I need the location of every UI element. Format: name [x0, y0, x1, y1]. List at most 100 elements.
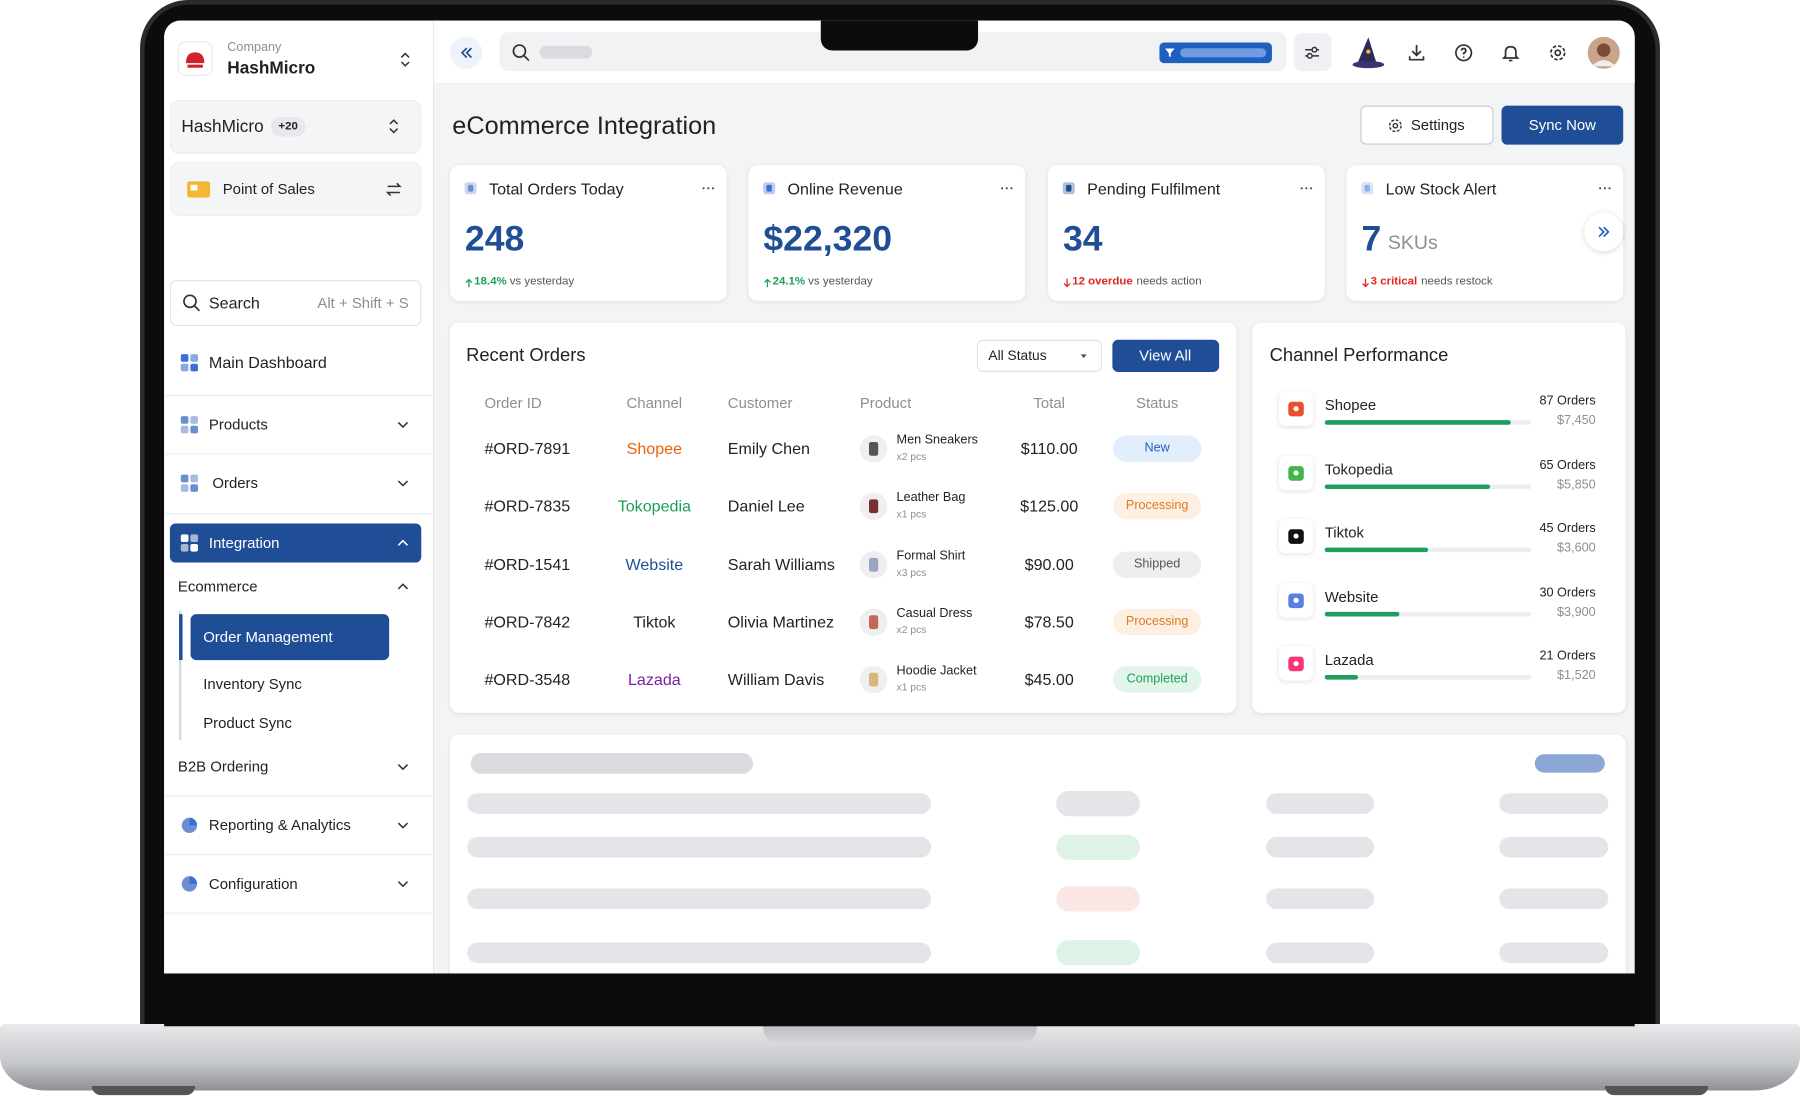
camera-notch — [820, 20, 979, 51]
channel-name: Tokopedia — [1324, 460, 1393, 478]
order-customer: Daniel Lee — [727, 496, 805, 515]
skeleton — [1056, 886, 1140, 912]
nav-item-active[interactable] — [169, 523, 422, 563]
column-header: Product — [859, 393, 912, 412]
trend-arrow — [1062, 278, 1070, 287]
swap-icon[interactable] — [385, 180, 403, 198]
divider — [164, 453, 433, 455]
kpi-value: 7 — [1361, 218, 1382, 259]
adjust-icon[interactable] — [1303, 44, 1321, 62]
submenu-item: Order Management — [203, 628, 333, 646]
kpi-note: vs yesterday — [509, 275, 575, 289]
nav-item: Products — [208, 415, 268, 434]
sync-button[interactable] — [1501, 105, 1624, 145]
channel-name: Shopee — [1324, 396, 1377, 414]
foot — [91, 1085, 196, 1096]
trackpad-notch — [763, 1023, 1037, 1045]
product-name: Leather Bag — [896, 490, 966, 505]
status-filter[interactable] — [976, 339, 1103, 372]
order-total: $78.50 — [1024, 612, 1074, 631]
product-thumbnail — [859, 435, 888, 463]
order-customer: Sarah Williams — [727, 555, 835, 574]
product-qty: x1 pcs — [896, 508, 927, 520]
kpi-title: Pending Fulfilment — [1087, 179, 1221, 199]
help-icon[interactable] — [1453, 42, 1474, 63]
order-channel: Lazada — [627, 669, 681, 689]
switcher[interactable] — [396, 51, 414, 69]
kpi-title: Total Orders Today — [489, 179, 624, 199]
nav-item: Integration — [208, 534, 280, 552]
kpi-menu[interactable] — [999, 180, 1015, 196]
wizard-icon[interactable] — [1351, 34, 1385, 69]
kpi-menu[interactable] — [700, 180, 716, 196]
channel-logo — [1288, 656, 1304, 672]
kpi-menu[interactable] — [1597, 180, 1613, 196]
kpi-icon — [1361, 182, 1374, 195]
status-badge: New — [1112, 435, 1202, 463]
channel-logo — [1288, 529, 1304, 544]
order-total: $125.00 — [1020, 496, 1079, 515]
column-header: Order ID — [484, 393, 542, 412]
nav-icon — [180, 534, 199, 552]
channel-orders: 45 Orders — [1539, 521, 1596, 536]
notification-icon[interactable] — [1500, 42, 1521, 63]
product-name: Men Sneakers — [896, 433, 978, 448]
order-total: $45.00 — [1024, 669, 1074, 689]
skeleton — [1266, 793, 1375, 814]
progress-bar — [1324, 420, 1511, 425]
nav-icon — [180, 354, 199, 372]
download-icon[interactable] — [1406, 42, 1427, 63]
card-title: Channel Performance — [1269, 346, 1449, 366]
skeleton — [1056, 940, 1140, 966]
order-customer: Emily Chen — [727, 439, 810, 458]
progress-bar — [1324, 484, 1491, 490]
sidebar-search[interactable] — [169, 280, 422, 327]
channel-revenue: $5,850 — [1557, 478, 1596, 492]
channel-revenue: $7,450 — [1557, 413, 1596, 428]
skeleton — [467, 836, 931, 858]
chevron — [397, 421, 409, 429]
kpi-note: needs restock — [1421, 275, 1493, 289]
skeleton — [1499, 793, 1609, 814]
kpi-change: 18.4% — [474, 275, 507, 289]
column-header: Total — [1033, 393, 1066, 412]
channel-orders: 21 Orders — [1539, 649, 1596, 663]
settings-icon[interactable] — [1547, 42, 1568, 63]
recent-orders-card — [450, 322, 1237, 713]
kpi-value: 248 — [464, 218, 525, 259]
order-id: #ORD-1541 — [484, 555, 571, 574]
nav-icon — [181, 817, 198, 834]
dropdown-caret — [1080, 354, 1087, 359]
divider — [164, 854, 433, 856]
product-qty: x2 pcs — [896, 624, 927, 636]
product-qty: x2 pcs — [896, 450, 927, 463]
trend-arrow — [464, 278, 472, 287]
order-id: #ORD-7842 — [484, 612, 571, 631]
channel-revenue: $3,600 — [1557, 541, 1596, 555]
switcher[interactable] — [385, 117, 403, 135]
settings-button[interactable] — [1360, 105, 1494, 145]
skeleton — [1499, 942, 1609, 964]
skeleton — [1499, 836, 1609, 858]
module-icon — [187, 181, 211, 198]
order-total: $90.00 — [1024, 555, 1074, 574]
view-all-button[interactable] — [1112, 339, 1220, 372]
kpi-menu[interactable] — [1298, 180, 1314, 196]
nav-item: Configuration — [208, 874, 298, 893]
avatar[interactable] — [1587, 36, 1620, 69]
kpi-change: 12 overdue — [1072, 275, 1133, 289]
submenu-active[interactable] — [190, 614, 390, 661]
channel-name: Website — [1324, 587, 1379, 606]
kpi-icon — [464, 182, 477, 195]
submenu-item: Product Sync — [203, 714, 292, 732]
branch-name: HashMicro — [181, 117, 264, 137]
channel-orders: 65 Orders — [1539, 458, 1596, 473]
channel-logo — [1288, 466, 1304, 481]
channel-revenue: $1,520 — [1557, 668, 1596, 683]
nav-icon — [181, 876, 198, 892]
status-filter-label: All Status — [988, 347, 1047, 364]
module-switcher[interactable] — [169, 161, 422, 216]
submenu-title: Ecommerce — [177, 577, 258, 595]
search-placeholder: Search — [208, 293, 260, 312]
